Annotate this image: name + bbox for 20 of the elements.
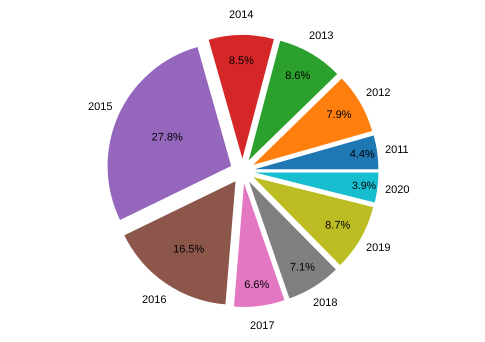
data-label: 7.9% [326,109,352,122]
slice-label: 2011 [385,144,409,156]
data-label: 7.1% [290,261,316,274]
data-label: 27.8% [152,131,184,144]
data-label: 4.4% [350,148,376,160]
slice-label: 2015 [88,101,112,113]
slice-label: 2016 [142,294,166,306]
data-label: 8.7% [325,219,350,232]
data-label: 6.6% [244,278,270,291]
slice-label: 2014 [229,9,254,21]
slice-label: 2018 [313,297,338,309]
slice-label: 2012 [366,87,390,99]
slice-label: 2019 [366,242,390,254]
slice-label: 2020 [385,184,410,196]
data-label: 16.5% [173,243,205,256]
data-label: 8.6% [285,70,311,82]
data-label: 8.5% [228,54,254,67]
data-label: 3.9% [352,180,377,192]
slice-label: 2013 [309,30,334,42]
slice-label: 2017 [250,320,274,332]
